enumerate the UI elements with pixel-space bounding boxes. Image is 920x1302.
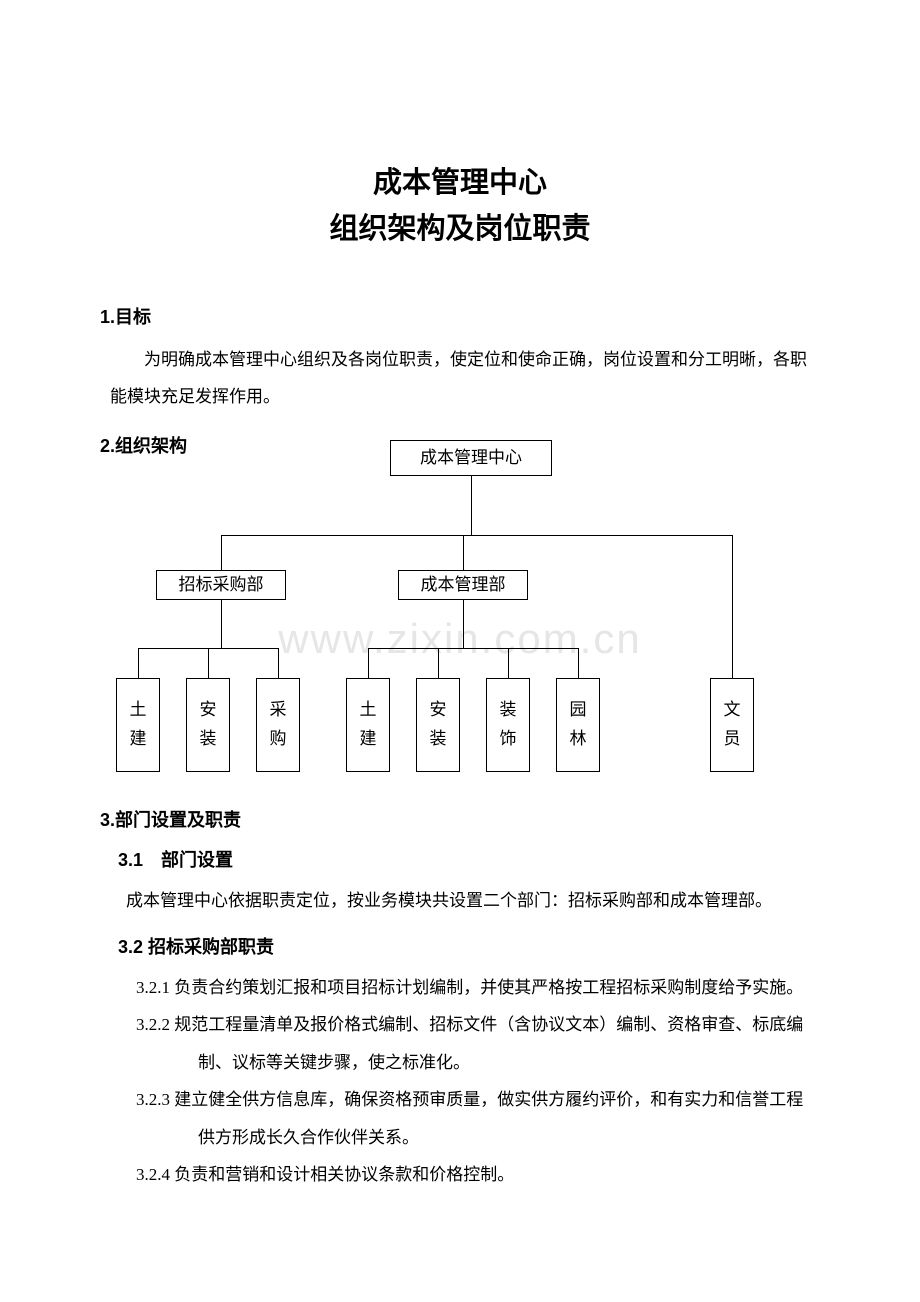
org-node: 安装 [186, 678, 230, 772]
item-3-2-3: 3.2.3 建立健全供方信息库，确保资格预审质量，做实供方履约评价，和有实力和信… [136, 1081, 820, 1156]
org-node: 成本管理中心 [390, 440, 552, 476]
org-connector [578, 648, 579, 678]
section-3-heading: 3.部门设置及职责 [100, 806, 820, 832]
item-3-2-1: 3.2.1 负责合约策划汇报和项目招标计划编制，并使其严格按工程招标采购制度给予… [136, 969, 820, 1006]
title-line-2: 组织架构及岗位职责 [100, 206, 820, 252]
section-3-2-heading: 3.2 招标采购部职责 [118, 933, 820, 959]
org-connector [471, 476, 472, 535]
org-connector [221, 600, 222, 648]
org-node: 土建 [116, 678, 160, 772]
org-connector [278, 648, 279, 678]
org-node: 文员 [710, 678, 754, 772]
section-3-1-heading: 3.1 部门设置 [118, 846, 820, 872]
org-connector [221, 535, 732, 536]
section-3-1-body: 成本管理中心依据职责定位，按业务模块共设置二个部门：招标采购部和成本管理部。 [126, 882, 820, 919]
org-connector [221, 535, 222, 570]
org-connector [138, 648, 139, 678]
org-connector [208, 648, 209, 678]
org-connector [508, 648, 509, 678]
title-line-1: 成本管理中心 [100, 160, 820, 206]
section-1-body: 为明确成本管理中心组织及各岗位职责，使定位和使命正确，岗位设置和分工明晰，各职能… [110, 341, 820, 416]
org-node: 园林 [556, 678, 600, 772]
org-connector [732, 535, 733, 678]
org-node: 土建 [346, 678, 390, 772]
section-1-heading: 1.目标 [100, 303, 820, 329]
org-connector [463, 600, 464, 648]
org-connector [463, 535, 464, 570]
org-chart: 成本管理中心招标采购部成本管理部土建安装采购土建安装装饰园林文员 [100, 440, 820, 790]
org-node: 采购 [256, 678, 300, 772]
org-node: 招标采购部 [156, 570, 286, 600]
item-3-2-4: 3.2.4 负责和营销和设计相关协议条款和价格控制。 [136, 1156, 820, 1193]
org-connector [368, 648, 578, 649]
org-node: 装饰 [486, 678, 530, 772]
org-connector [438, 648, 439, 678]
title-block: 成本管理中心 组织架构及岗位职责 [100, 160, 820, 253]
org-node: 安装 [416, 678, 460, 772]
org-connector [368, 648, 369, 678]
item-3-2-2: 3.2.2 规范工程量清单及报价格式编制、招标文件（含协议文本）编制、资格审查、… [136, 1006, 820, 1081]
org-node: 成本管理部 [398, 570, 528, 600]
